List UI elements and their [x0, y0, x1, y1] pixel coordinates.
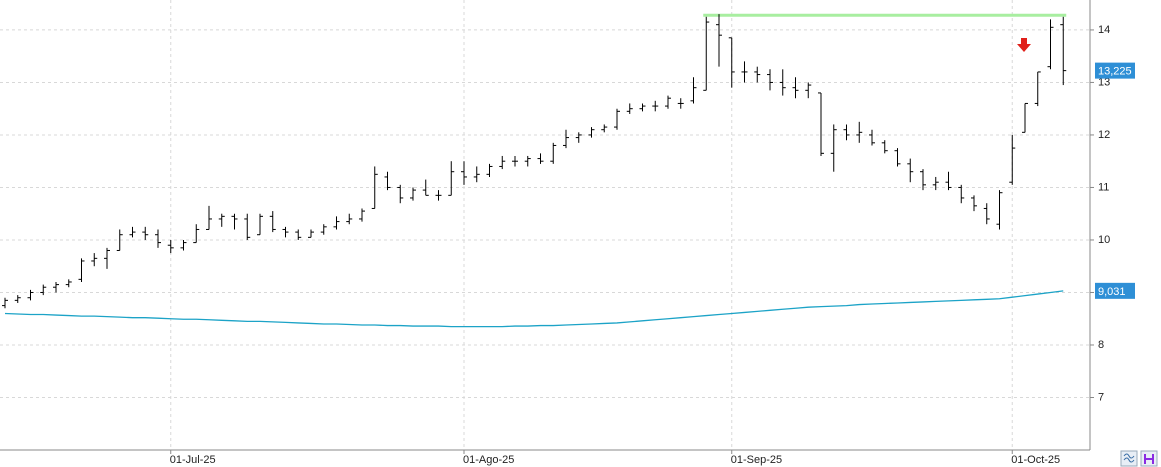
scale-icon: [1123, 453, 1135, 463]
grid: [0, 0, 1090, 450]
y-tick-label: 11: [1098, 181, 1109, 193]
toolbar: [1120, 450, 1158, 467]
last-value-label: 9,031: [1098, 286, 1126, 298]
y-tick-label: 8: [1098, 339, 1104, 351]
y-tick-label: 13: [1098, 76, 1110, 88]
x-tick-label: 01-Jul-25: [170, 454, 216, 466]
moving-average: [4, 290, 1064, 328]
history-icon: [1144, 454, 1154, 464]
y-tick-label: 12: [1098, 129, 1110, 141]
last-value-label: 13,225: [1098, 66, 1132, 78]
last-value-box: [1095, 62, 1135, 79]
y-tick-label: 14: [1098, 24, 1110, 36]
last-value-box: [1095, 282, 1135, 299]
y-tick-label: 7: [1098, 391, 1104, 403]
signal-arrow: [1017, 38, 1031, 52]
y-tick-label: 10: [1098, 234, 1110, 246]
scale-button[interactable]: [1120, 450, 1138, 467]
x-tick-label: 01-Sep-25: [731, 454, 782, 466]
x-tick-label: 01-Ago-25: [463, 454, 514, 466]
x-tick-label: 01-Oct-25: [1011, 454, 1060, 466]
plot: [2, 13, 1067, 328]
